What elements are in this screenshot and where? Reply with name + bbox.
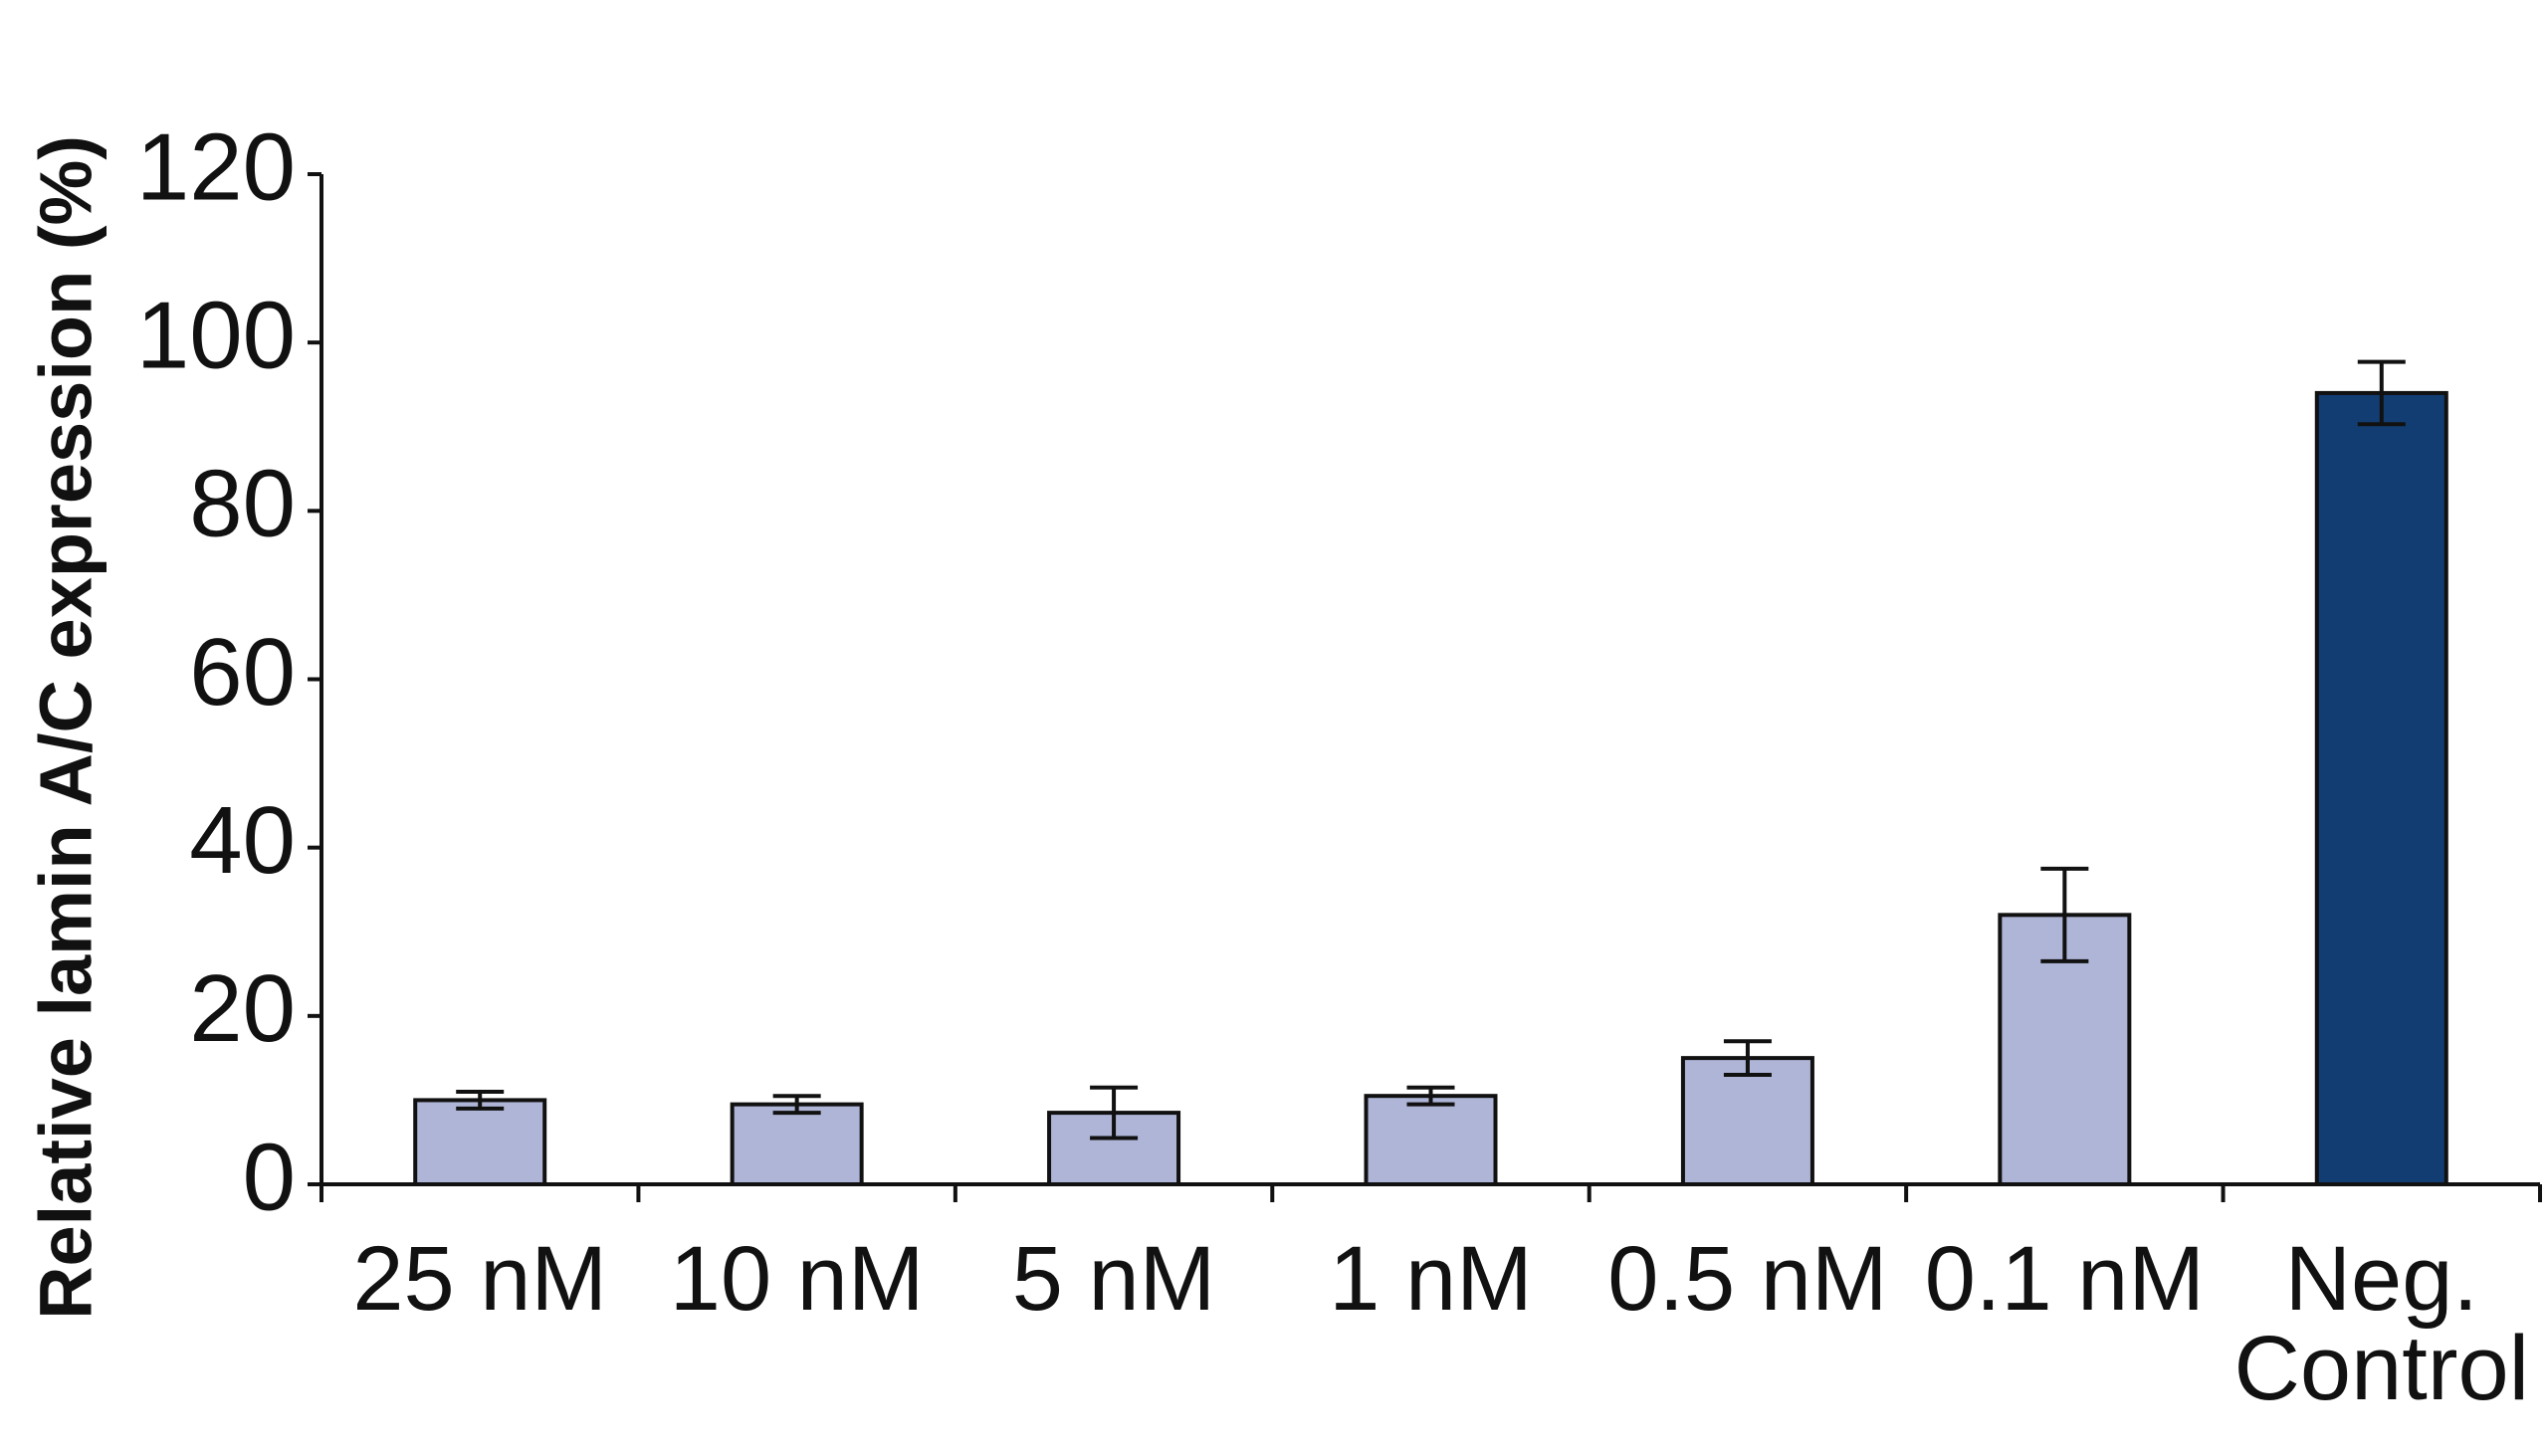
y-tick-label: 0 [243,1124,296,1230]
error-bar [1723,1039,1772,1078]
x-tick-label: 1 nM [1329,1228,1533,1330]
bar [730,1102,864,1187]
y-tick-label: 60 [189,619,296,726]
y-axis-label: Relative lamin A/C expression (%) [25,135,107,1320]
error-bar [456,1089,505,1111]
x-tick-label: 0.5 nM [1607,1228,1888,1330]
x-tick-label: 5 nM [1011,1228,1216,1330]
error-bar [2357,359,2406,427]
y-tick-label: 100 [136,283,296,389]
error-bar [2040,866,2089,963]
x-tick-label: 0.1 nM [1924,1228,2205,1330]
x-tick-label: Neg. Control [2233,1228,2530,1419]
y-tick-label: 40 [189,787,296,894]
y-tick-label: 80 [189,451,296,557]
error-bar [1406,1085,1455,1107]
y-tick-label: 20 [189,955,296,1062]
bar [2314,390,2448,1186]
y-tick-label: 120 [136,113,296,220]
error-bar [1090,1085,1139,1141]
bar [1680,1056,1814,1186]
bar [413,1098,547,1186]
bar [1364,1094,1498,1186]
x-tick-label: 25 nM [352,1228,608,1330]
error-bar [772,1094,821,1116]
x-tick-label: 10 nM [669,1228,925,1330]
